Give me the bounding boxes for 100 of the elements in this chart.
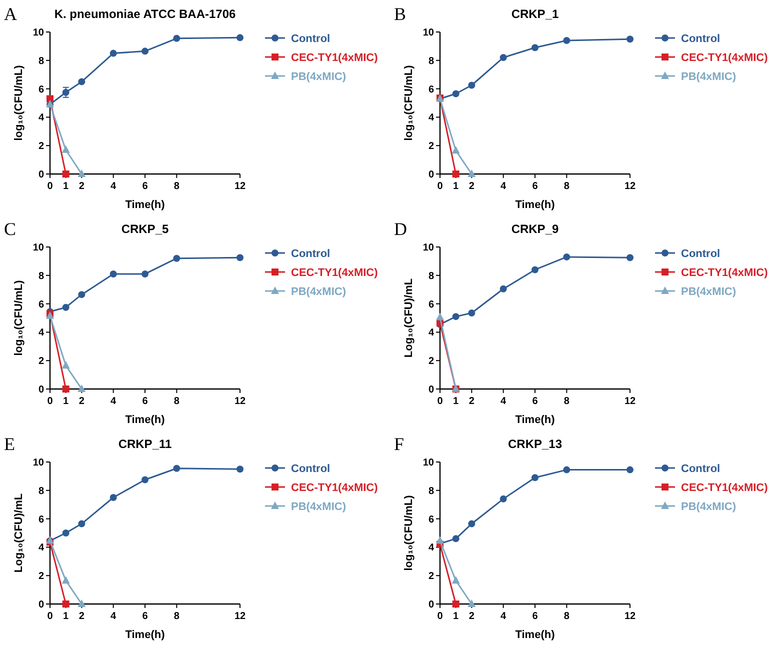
point [62,170,70,178]
point [78,78,86,86]
x-tick-label: 2 [78,611,85,622]
x-tick-label: 6 [532,611,538,622]
x-tick-label: 4 [500,611,507,622]
y-tick-label: 8 [428,56,434,67]
point [500,495,507,502]
y-tick-label: 0 [38,384,44,396]
x-tick-label: 12 [234,181,246,192]
y-tick-label: 6 [428,84,434,96]
x-tick-label: 1 [63,611,70,622]
point [78,520,86,528]
y-tick-label: 8 [38,270,44,282]
y-tick-label: 8 [38,486,44,497]
legend-label: PB(4xMIC) [291,286,346,298]
legend-label: PB(4xMIC) [291,500,346,513]
y-tick-label: 0 [38,600,44,610]
point [468,82,476,89]
x-tick-label: 2 [468,611,475,622]
x-tick-label: 4 [110,181,117,192]
legend-label: Control [681,248,720,260]
point [452,576,460,584]
point [173,254,180,262]
y-axis-title: log₁₀(CFU/mL) [13,64,25,141]
x-axis-title: Time(h) [515,414,556,426]
point [452,600,460,608]
point [78,600,86,607]
y-tick-label: 2 [428,356,434,368]
point [500,285,507,292]
point [452,90,460,98]
legend-label: Control [681,32,720,45]
y-tick-label: 8 [428,486,434,497]
point [532,474,538,482]
y-tick-label: 10 [422,242,434,254]
point [78,384,86,392]
x-tick-label: 4 [500,181,507,192]
x-tick-label: 8 [564,396,570,407]
y-tick-label: 2 [428,571,434,582]
x-tick-label: 8 [174,181,180,192]
legend-label: Control [681,462,720,475]
point [452,146,460,154]
x-tick-label: 0 [47,611,54,622]
point [532,266,538,274]
x-axis-title: Time(h) [125,199,166,211]
y-tick-label: 10 [422,458,434,468]
point [62,304,70,311]
x-tick-label: 0 [47,181,54,192]
x-tick-label: 4 [500,396,507,407]
y-tick-label: 2 [428,141,434,152]
point [142,48,148,55]
point [468,520,476,528]
point [62,530,70,536]
x-tick-label: 2 [78,396,85,407]
legend-label: CEC-TY1(4xMIC) [291,482,378,494]
point [142,270,148,278]
text: D [394,219,407,239]
y-tick-label: 0 [428,384,434,396]
legend-label: CEC-TY1(4xMIC) [681,482,768,494]
y-axis-title: log₁₀(CFU/mL) [403,494,415,571]
point [468,600,476,607]
x-tick-label: 1 [453,181,460,192]
point [468,310,476,317]
point [236,466,244,473]
point [563,253,570,260]
legend-label: CEC-TY1(4xMIC) [291,266,378,279]
point [78,291,86,298]
point [236,254,244,262]
chart-title: CRKP_9 [511,222,559,236]
point [452,313,460,320]
point [452,170,460,178]
point [452,535,460,542]
y-tick-label: 2 [38,141,44,152]
y-tick-label: 10 [32,458,44,468]
y-tick-label: 4 [428,112,434,124]
x-tick-label: 0 [47,396,54,407]
x-tick-label: 0 [437,611,444,622]
point [500,54,507,62]
x-tick-label: 1 [453,611,460,622]
x-tick-label: 2 [468,181,475,192]
point [142,476,148,484]
point [563,37,570,44]
y-axis-title: log₁₀(CFU/mL) [403,64,415,141]
y-tick-label: 6 [38,84,44,96]
point [78,170,86,177]
chart-title: CRKP_1 [511,7,559,21]
y-tick-label: 0 [428,600,434,610]
x-tick-label: 8 [174,611,180,622]
legend-label: Control [291,462,330,475]
point [110,270,117,278]
point [626,254,634,262]
chart-title: CRKP_5 [121,222,169,236]
x-tick-label: 8 [564,611,570,622]
x-tick-label: 6 [532,181,538,192]
legend-label: PB(4xMIC) [681,500,736,513]
point [62,576,70,584]
point [110,50,117,57]
y-tick-label: 6 [38,514,44,526]
point [563,466,570,474]
y-tick-label: 6 [428,299,434,310]
x-tick-label: 1 [453,396,460,407]
